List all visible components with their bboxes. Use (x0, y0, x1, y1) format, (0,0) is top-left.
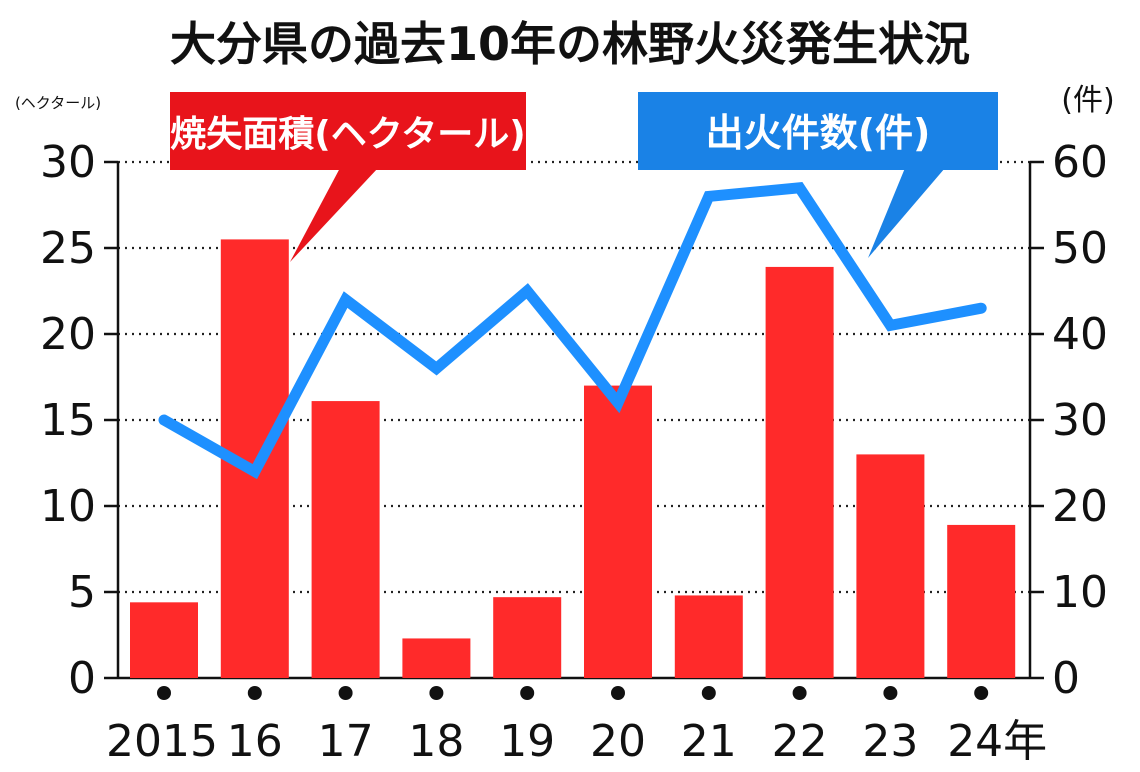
legend-count-pointer (868, 168, 945, 258)
left-axis-unit: (ヘクタール) (15, 94, 101, 112)
category-dot (520, 686, 535, 700)
category-dot (974, 686, 989, 700)
chart-title: 大分県の過去10年の林野火災発生状況 (170, 17, 970, 71)
bar (674, 595, 743, 678)
legend-area-pointer (290, 168, 378, 262)
bar (856, 454, 925, 678)
right-tick-label: 0 (1052, 653, 1080, 704)
bar-series (130, 239, 1016, 678)
category-label: 20 (590, 716, 646, 767)
legend-area-box (170, 92, 526, 170)
left-tick-label: 25 (40, 223, 96, 274)
legend-area: 焼失面積(ヘクタール) (170, 92, 526, 262)
line-path (158, 182, 987, 480)
category-label: 21 (681, 716, 737, 767)
left-tick-label: 20 (40, 309, 96, 360)
category-dot (611, 686, 625, 700)
category-label: 18 (408, 716, 464, 767)
bar (130, 602, 198, 678)
right-axis-ticks: 0 10 20 30 40 50 60 (1052, 137, 1108, 704)
right-tick-label: 10 (1052, 567, 1108, 618)
legend-count-label: 出火件数(件) (706, 111, 931, 155)
left-axis-ticks: 0 5 10 15 20 25 30 (40, 137, 96, 704)
category-dot (429, 686, 444, 700)
category-dot (883, 686, 898, 700)
right-tick-label: 20 (1052, 481, 1108, 532)
gridlines (118, 160, 1030, 594)
category-dot (157, 686, 171, 700)
right-axis-unit: (件) (1061, 83, 1114, 118)
right-tick-label: 50 (1052, 223, 1108, 274)
line-series (158, 182, 987, 480)
left-tick-label: 15 (40, 395, 96, 446)
legend-count: 出火件数(件) (638, 92, 998, 258)
left-tick-label: 0 (68, 653, 96, 704)
left-tick-label: 5 (68, 567, 96, 618)
category-dot (792, 686, 807, 700)
category-label: 22 (772, 716, 828, 767)
category-label: 19 (499, 716, 555, 767)
left-tick-label: 30 (40, 137, 96, 188)
bar (493, 597, 562, 678)
left-tick-label: 10 (40, 481, 96, 532)
bar (311, 401, 380, 678)
bar (402, 638, 471, 678)
category-label: 23 (862, 716, 918, 767)
bar (947, 524, 1016, 678)
category-label: 24年 (947, 716, 1047, 767)
bar (765, 266, 834, 678)
category-label: 2015 (106, 716, 218, 767)
right-tick-label: 60 (1052, 137, 1108, 188)
x-axis-labels: 2015 16 17 18 19 20 21 22 23 24年 (106, 686, 1047, 767)
bar (584, 385, 652, 678)
category-dot (247, 686, 262, 700)
legend-count-box (638, 92, 998, 170)
legend-area-label: 焼失面積(ヘクタール) (170, 114, 525, 155)
right-tick-label: 40 (1052, 309, 1108, 360)
right-tick-label: 30 (1052, 395, 1108, 446)
category-label: 16 (227, 716, 283, 767)
category-label: 17 (318, 716, 374, 767)
category-dot (701, 686, 716, 700)
category-dot (338, 686, 353, 700)
